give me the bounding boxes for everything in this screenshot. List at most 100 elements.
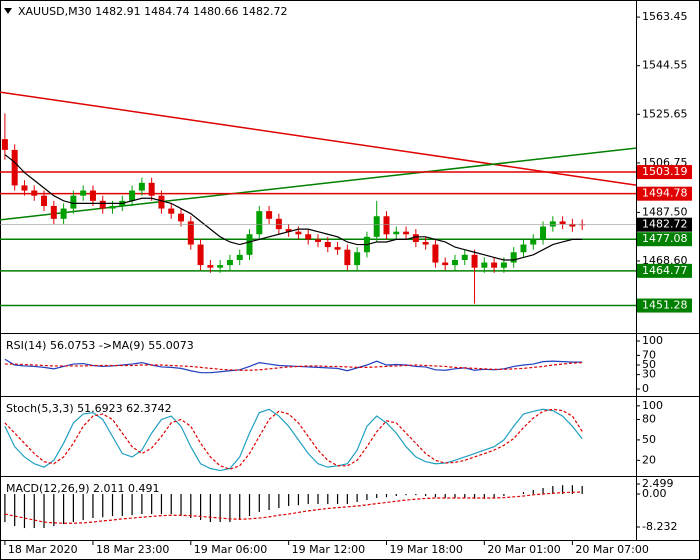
candle-body [226,259,233,266]
x-tick-label: 18 Mar 2020 [8,543,78,556]
x-tick-label: 18 Mar 23:00 [96,543,169,556]
y-tick-label: 2.499 [642,477,674,490]
level-label-box [637,186,692,201]
level-label: 1477.08 [642,232,688,245]
candle-body [442,262,449,266]
candle-body [344,249,351,266]
candle-body [549,221,556,227]
y-tick-label: 70 [642,348,656,361]
candle-body [207,265,214,268]
panel-title: XAUUSD,M30 1482.91 1484.74 1480.66 1482.… [18,5,288,18]
panel-title: Stoch(5,3,3) 51.6923 62.3742 [6,402,172,415]
candle-body [70,195,77,209]
x-tick-label: 19 Mar 12:00 [292,543,365,556]
candle-body [373,216,380,237]
y-tick-label: 20 [642,453,656,466]
y-tick-label: 0.00 [642,487,667,500]
candle-body [1,139,8,150]
candle-body [393,231,400,235]
candle-body [109,205,116,209]
panel-title: RSI(14) 56.0753 ->MA(9) 55.0073 [6,339,194,352]
level-label-box [637,165,692,180]
y-tick-label: 50 [642,358,656,371]
candle-body [471,254,478,268]
candle-body [491,262,498,268]
candle-body [422,241,429,245]
indicator-line [4,408,583,472]
candle-body [89,190,96,201]
candle-body [158,195,165,209]
x-tick-label: 20 Mar 07:00 [575,543,648,556]
candle-body [236,254,243,260]
candle-body [461,254,468,260]
candle-body [217,265,224,268]
candle-body [168,208,175,214]
level-label: 1494.78 [642,187,688,200]
y-tick-label: 1487.50 [642,205,688,218]
candle-body [383,216,390,235]
last-price-label: 1482.72 [642,218,688,231]
y-tick-label: 1563.45 [642,10,688,23]
candle-body [178,213,185,222]
menu-icon [4,8,12,14]
y-tick-label: 50 [642,433,656,446]
candle-body [60,208,67,219]
candle-body [50,205,57,219]
x-tick-label: 19 Mar 18:00 [389,543,462,556]
last-price-box [637,217,692,232]
candle-body [80,190,87,196]
level-label-box [637,298,692,313]
y-tick-label: 100 [642,399,663,412]
y-tick-label: 80 [642,412,656,425]
candle-body [451,259,458,266]
candle-body [354,252,361,266]
candle-body [530,239,537,245]
candle-body [412,234,419,242]
x-tick-label: 20 Mar 01:00 [487,543,560,556]
candle-body [129,190,136,201]
y-tick-label: 0 [642,382,649,395]
candle-body [138,182,145,191]
y-tick-label: 1525.65 [642,107,688,120]
y-tick-label: 1468.60 [642,254,688,267]
candle-body [520,244,527,253]
level-label-box [637,232,692,247]
candle-body [403,231,410,235]
candle-body [99,200,106,209]
indicator-line [4,408,583,470]
level-label-box [637,263,692,278]
candle-body [285,229,292,232]
candle-body [31,190,38,196]
signal-line [4,491,583,524]
y-tick-label: 100 [642,334,663,347]
candle-body [500,262,507,268]
candle-body [197,244,204,266]
trendline [0,147,637,221]
candle-body [432,244,439,263]
candle-body [41,195,48,206]
y-tick-label: 30 [642,368,656,381]
candle-body [559,221,566,224]
candle-body [315,239,321,242]
candle-body [275,218,282,230]
level-label: 1464.77 [642,264,688,277]
candle-body [266,211,273,219]
candle-body [246,234,253,255]
candle-body [187,221,194,245]
candle-body [148,182,155,196]
candle-body [256,211,263,235]
candle-body [481,262,488,268]
level-label: 1451.28 [642,299,688,312]
candle-body [569,223,576,227]
candle-body [21,185,28,191]
candle-body [510,252,517,263]
candle-body [295,231,302,235]
trendline [0,91,637,186]
x-tick-label: 19 Mar 06:00 [194,543,267,556]
moving-average [4,154,583,261]
panel-title: MACD(12,26,9) 2.011 0.491 [6,482,160,495]
indicator-line [4,361,583,371]
candle-body [11,149,18,186]
